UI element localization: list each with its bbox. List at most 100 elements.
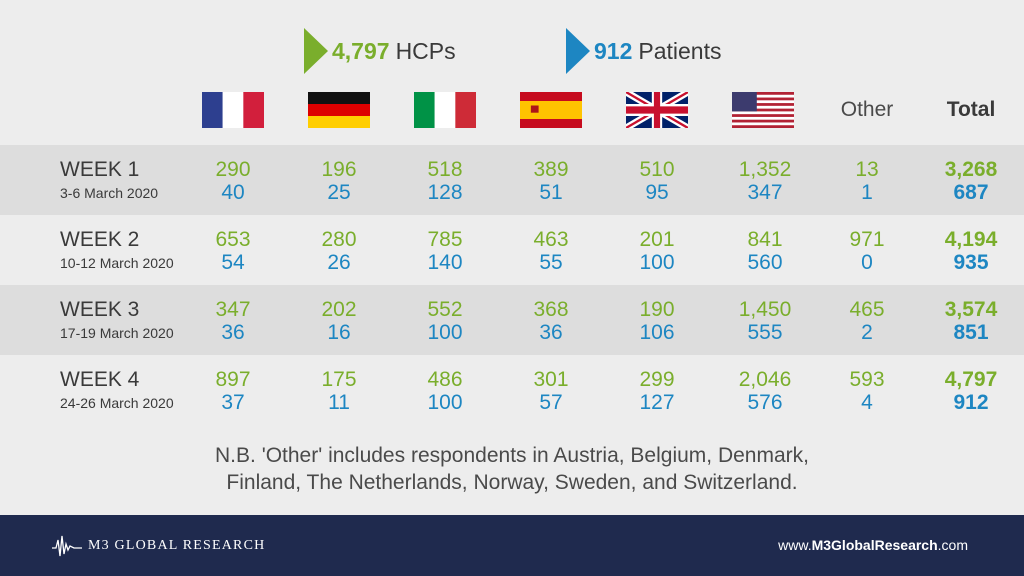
patient-value-spain: 36: [539, 321, 563, 344]
patient-value-other: 1: [861, 181, 873, 204]
table-row: WEEK 1 3-6 March 2020 290 40 196 25 518 128 389 5…: [0, 145, 1024, 215]
hcp-value-spain: 389: [533, 158, 569, 181]
hcp-value-france: 290: [215, 158, 251, 181]
italy-flag-icon: [414, 92, 476, 128]
patient-value-usa: 555: [747, 321, 783, 344]
patient-value-other: 4: [861, 391, 873, 414]
patient-value-usa: 560: [747, 251, 783, 274]
hcp-value-germany: 280: [321, 228, 357, 251]
patient-value-spain: 51: [539, 181, 563, 204]
legend-patients: 912 Patients: [566, 28, 721, 74]
patient-value-spain: 55: [539, 251, 563, 274]
hcp-value-italy: 785: [427, 228, 463, 251]
hcp-value-other: 593: [849, 368, 885, 391]
patient-value-uk: 106: [639, 321, 675, 344]
footnote-line-1: N.B. 'Other' includes respondents in Aus…: [215, 444, 809, 467]
patient-value-usa: 347: [747, 181, 783, 204]
website-url[interactable]: www.M3GlobalResearch.com: [778, 537, 968, 553]
pulse-wave-icon: [52, 535, 82, 557]
table-row: WEEK 2 10-12 March 2020 653 54 280 26 785 140 46…: [0, 215, 1024, 285]
germany-flag-icon: [308, 92, 370, 128]
week-dates: 10-12 March 2020: [60, 255, 174, 271]
hcp-value-italy: 486: [427, 368, 463, 391]
patient-value-total: 935: [953, 251, 989, 274]
patient-value-other: 2: [861, 321, 873, 344]
hcp-value-italy: 518: [427, 158, 463, 181]
week-label: WEEK 2: [60, 228, 140, 251]
hcp-value-france: 897: [215, 368, 251, 391]
table-row: WEEK 3 17-19 March 2020 347 36 202 16 552 100 36…: [0, 285, 1024, 355]
patient-value-france: 54: [221, 251, 245, 274]
patient-value-uk: 127: [639, 391, 675, 414]
patient-value-usa: 576: [747, 391, 783, 414]
footer-bar: M3 GLOBAL RESEARCH www.M3GlobalResearch.…: [0, 515, 1024, 576]
france-flag-icon: [202, 92, 264, 128]
m3-logo: M3 GLOBAL RESEARCH: [52, 534, 265, 558]
hcp-value-germany: 175: [321, 368, 357, 391]
hcp-value-spain: 463: [533, 228, 569, 251]
patient-value-france: 36: [221, 321, 245, 344]
total-column-label: Total: [946, 98, 996, 121]
hcp-value-spain: 368: [533, 298, 569, 321]
patient-value-france: 40: [221, 181, 245, 204]
column-header-france: [198, 90, 268, 130]
patient-unit-label: Patients: [638, 37, 722, 64]
column-header-uk: [622, 90, 692, 130]
patient-total-count: 912: [594, 37, 633, 64]
patient-value-germany: 11: [328, 391, 350, 414]
week-dates: 24-26 March 2020: [60, 395, 174, 411]
hcp-value-uk: 190: [639, 298, 675, 321]
hcp-unit-label: HCPs: [395, 37, 456, 64]
column-header-other: Other: [832, 90, 902, 130]
week-dates: 17-19 March 2020: [60, 325, 174, 341]
hcp-value-other: 971: [849, 228, 885, 251]
uk-flag-icon: [626, 92, 688, 128]
table-row: WEEK 4 24-26 March 2020 897 37 175 11 486 100 30…: [0, 355, 1024, 425]
hcp-value-total: 4,797: [944, 368, 998, 391]
patient-value-italy: 140: [427, 251, 463, 274]
hcp-value-usa: 841: [747, 228, 783, 251]
hcp-value-total: 3,268: [944, 158, 998, 181]
week-dates: 3-6 March 2020: [60, 185, 159, 201]
logo-text: M3 GLOBAL RESEARCH: [88, 538, 266, 553]
hcp-value-usa: 1,450: [738, 298, 792, 321]
patient-value-uk: 95: [645, 181, 669, 204]
hcp-value-spain: 301: [533, 368, 569, 391]
column-header-usa: [728, 90, 798, 130]
url-prefix: www.: [778, 537, 812, 553]
patient-value-france: 37: [221, 391, 245, 414]
patient-value-germany: 26: [327, 251, 351, 274]
column-header-total: Total: [936, 90, 1006, 130]
patient-value-germany: 25: [327, 181, 351, 204]
hcp-value-uk: 299: [639, 368, 675, 391]
patient-value-uk: 100: [639, 251, 675, 274]
hcp-value-total: 3,574: [944, 298, 998, 321]
patient-value-italy: 100: [427, 321, 463, 344]
footnote: N.B. 'Other' includes respondents in Aus…: [0, 442, 1024, 496]
patient-value-other: 0: [861, 251, 873, 274]
hcp-value-total: 4,194: [944, 228, 998, 251]
hcp-value-uk: 510: [639, 158, 675, 181]
hcp-value-uk: 201: [639, 228, 675, 251]
hcp-total-count: 4,797: [332, 37, 390, 64]
patient-value-italy: 100: [427, 391, 463, 414]
hcp-value-germany: 196: [321, 158, 357, 181]
week-label: WEEK 1: [60, 158, 140, 181]
url-suffix: .com: [937, 537, 968, 553]
patient-value-italy: 128: [427, 181, 463, 204]
column-header-germany: [304, 90, 374, 130]
patient-value-total: 687: [953, 181, 989, 204]
other-column-label: Other: [840, 98, 894, 121]
column-header-spain: [516, 90, 586, 130]
hcp-value-france: 347: [215, 298, 251, 321]
patient-value-total: 851: [953, 321, 989, 344]
patient-value-total: 912: [953, 391, 989, 414]
hcp-value-germany: 202: [321, 298, 357, 321]
green-arrow-icon: [304, 28, 328, 74]
hcp-value-usa: 1,352: [738, 158, 792, 181]
hcp-value-other: 13: [855, 158, 879, 181]
column-header-italy: [410, 90, 480, 130]
footnote-line-2: Finland, The Netherlands, Norway, Sweden…: [226, 471, 798, 494]
week-label: WEEK 3: [60, 298, 140, 321]
spain-flag-icon: [520, 92, 582, 128]
